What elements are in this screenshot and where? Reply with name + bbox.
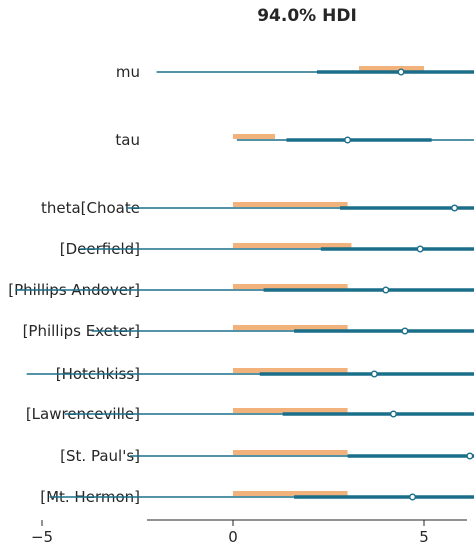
- forest-row: tau: [115, 131, 474, 149]
- point-estimate: [466, 452, 474, 460]
- prior-interval-bar: [233, 284, 348, 289]
- row-label: [Phillips Exeter]: [23, 322, 140, 340]
- forest-row: [Phillips Exeter]: [23, 322, 474, 340]
- point-estimate: [451, 204, 459, 212]
- forest-row: [Mt. Hermon]: [40, 488, 474, 506]
- x-tick-label: 5: [419, 528, 429, 546]
- forest-row: [Hotchkiss]: [26, 365, 474, 383]
- prior-interval-bar: [233, 450, 348, 455]
- forest-row: [Lawrenceville]: [26, 405, 474, 423]
- point-estimate: [401, 327, 409, 335]
- prior-interval-bar: [233, 202, 348, 207]
- forest-rows: mu tau theta[Choate [Deerfield] [Phillips An…: [8, 63, 474, 506]
- prior-interval-bar: [233, 408, 348, 413]
- x-axis-ticks: −5051015: [31, 520, 429, 546]
- forest-row: [St. Paul's]: [60, 447, 474, 465]
- prior-interval-bar: [359, 66, 424, 71]
- point-estimate: [370, 370, 378, 378]
- row-label: theta[Choate: [41, 199, 140, 217]
- x-tick-label: −5: [31, 528, 53, 546]
- point-estimate: [389, 410, 397, 418]
- forest-row: theta[Choate: [41, 199, 474, 217]
- prior-interval-bar: [233, 243, 352, 248]
- point-estimate: [382, 286, 390, 294]
- point-estimate: [409, 493, 417, 501]
- forest-row: [Deerfield]: [60, 240, 474, 258]
- point-estimate: [397, 68, 405, 76]
- point-estimate: [344, 136, 352, 144]
- prior-interval-bar: [233, 325, 348, 330]
- forest-row: [Phillips Andover]: [8, 281, 474, 299]
- row-label: tau: [115, 131, 140, 149]
- chart-title: 94.0% HDI: [257, 6, 357, 26]
- prior-interval-bar: [233, 368, 348, 373]
- row-label: mu: [116, 63, 140, 81]
- forest-row: mu: [116, 63, 474, 81]
- prior-interval-bar: [233, 134, 276, 139]
- x-tick-label: 0: [228, 528, 238, 546]
- prior-interval-bar: [233, 491, 348, 496]
- point-estimate: [416, 245, 424, 253]
- row-label: [St. Paul's]: [60, 447, 140, 465]
